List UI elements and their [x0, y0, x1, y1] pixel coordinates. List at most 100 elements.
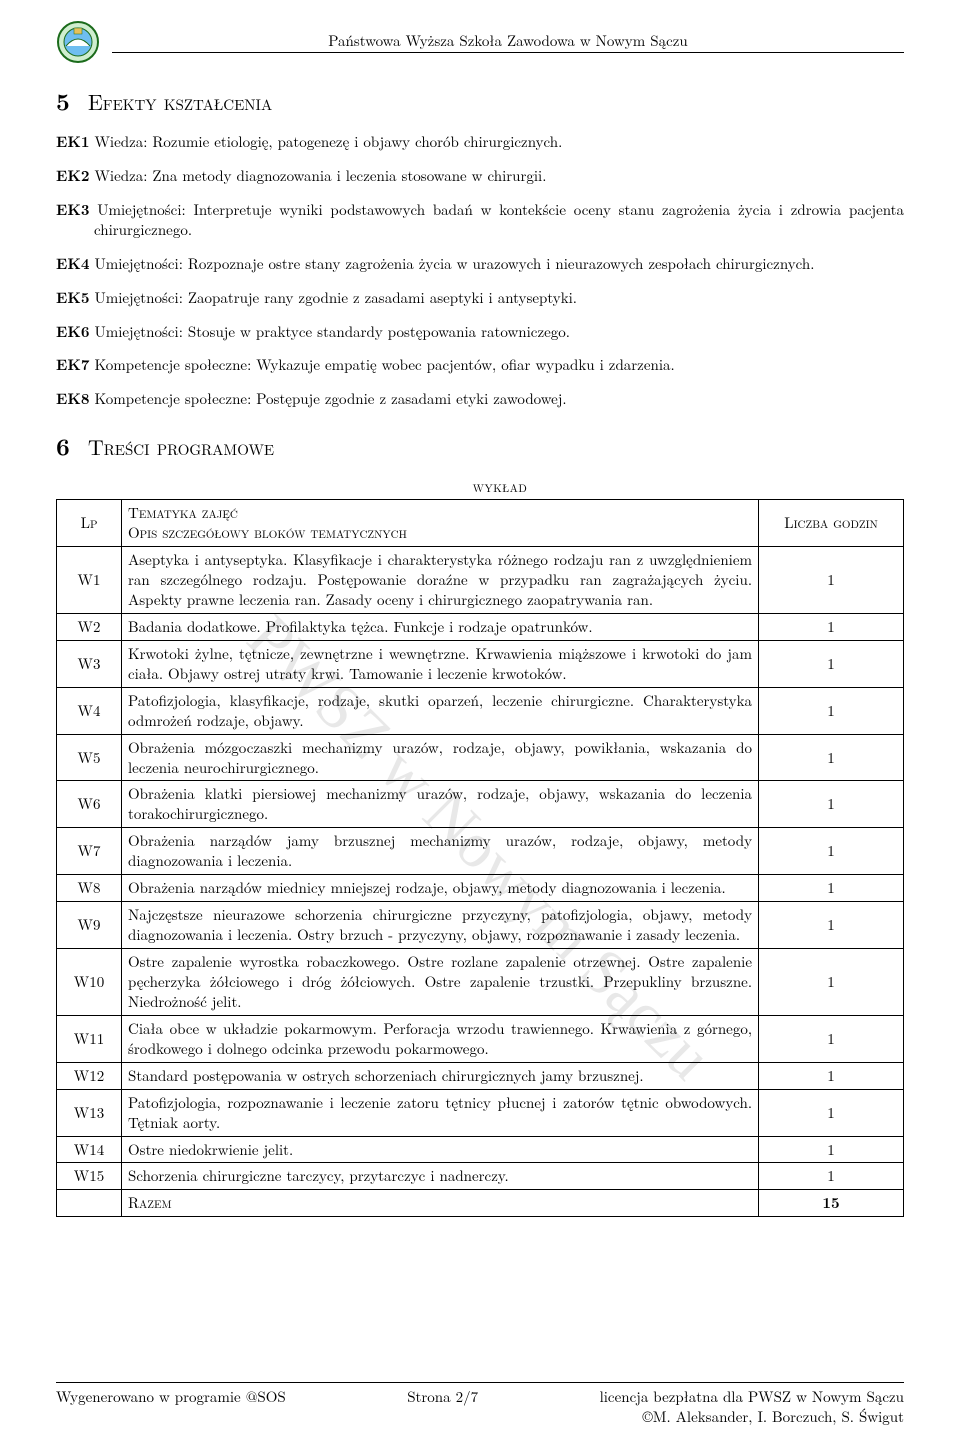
ek-item: EK5 Umiejętności: Zaopatruje rany zgodni… — [56, 288, 904, 308]
cell-hours: 1 — [759, 1015, 904, 1062]
cell-desc: Patofizjologia, rozpoznawanie i leczenie… — [122, 1089, 759, 1136]
table-row: W4Patofizjologia, klasyfikacje, rodzaje,… — [57, 687, 904, 734]
cell-hours: 1 — [759, 1062, 904, 1089]
cell-lp: W4 — [57, 687, 122, 734]
cell-desc: Ostre zapalenie wyrostka robaczkowego. O… — [122, 949, 759, 1016]
cell-desc: Obrażenia mózgoczaszki mechanizmy urazów… — [122, 734, 759, 781]
cell-lp: W12 — [57, 1062, 122, 1089]
ek-item: EK6 Umiejętności: Stosuje w praktyce sta… — [56, 322, 904, 342]
table-row: W8Obrażenia narządów miednicy mniejszej … — [57, 875, 904, 902]
cell-desc: Obrażenia narządów miednicy mniejszej ro… — [122, 875, 759, 902]
table-row: W15Schorzenia chirurgiczne tarczycy, prz… — [57, 1163, 904, 1190]
cell-hours: 1 — [759, 781, 904, 828]
cell-hours: 1 — [759, 875, 904, 902]
section-5-number: 5 — [56, 84, 70, 118]
ek-code: EK8 — [56, 388, 89, 409]
cell-lp: W9 — [57, 902, 122, 949]
cell-desc: Obrażenia klatki piersiowej mechanizmy u… — [122, 781, 759, 828]
cell-lp: W3 — [57, 640, 122, 687]
cell-desc: Najczęstsze nieurazowe schorzenia chirur… — [122, 902, 759, 949]
cell-desc: Ciała obce w układzie pokarmowym. Perfor… — [122, 1015, 759, 1062]
ek-list: EK1 Wiedza: Rozumie etiologię, patogenez… — [56, 132, 904, 409]
ek-code: EK5 — [56, 287, 89, 308]
ek-item: EK3 Umiejętności: Interpretuje wyniki po… — [56, 200, 904, 240]
cell-lp: W8 — [57, 875, 122, 902]
cell-hours: 1 — [759, 547, 904, 614]
cell-lp: W1 — [57, 547, 122, 614]
cell-hours: 1 — [759, 949, 904, 1016]
section-6-title: Treści programowe — [88, 431, 274, 462]
cell-lp: W11 — [57, 1015, 122, 1062]
ek-item: EK1 Wiedza: Rozumie etiologię, patogenez… — [56, 132, 904, 152]
cell-hours: 1 — [759, 734, 904, 781]
section-6-heading: 6 Treści programowe — [56, 431, 904, 463]
col-lp-header: Lp — [57, 500, 122, 547]
cell-desc: Standard postępowania w ostrych schorzen… — [122, 1062, 759, 1089]
ek-item: EK2 Wiedza: Zna metody diagnozowania i l… — [56, 166, 904, 186]
cell-lp: W5 — [57, 734, 122, 781]
topic-header-line2: Opis szczegółowy bloków tematycznych — [128, 522, 407, 543]
cell-desc: Ostre niedokrwienie jelit. — [122, 1136, 759, 1163]
table-header-row: Lp Tematyka zajęć Opis szczegółowy blokó… — [57, 500, 904, 547]
cell-desc: Krwotoki żylne, tętnicze, zewnętrzne i w… — [122, 640, 759, 687]
table-row: W12Standard postępowania w ostrych schor… — [57, 1062, 904, 1089]
footer-authors: ©M. Aleksander, I. Borczuch, S. Świgut — [643, 1406, 904, 1427]
cell-lp: W14 — [57, 1136, 122, 1163]
section-5-title: Efekty kształcenia — [88, 86, 272, 117]
cell-desc: Patofizjologia, klasyfikacje, rodzaje, s… — [122, 687, 759, 734]
cell-lp: W6 — [57, 781, 122, 828]
page-footer: Wygenerowano w programie @SOS Strona 2/7… — [56, 1382, 904, 1427]
topic-header-line1: Tematyka zajęć — [128, 502, 238, 523]
cell-hours: 1 — [759, 902, 904, 949]
section-efekty: 5 Efekty kształcenia EK1 Wiedza: Rozumie … — [56, 86, 904, 409]
table-row: W5Obrażenia mózgoczaszki mechanizmy uraz… — [57, 734, 904, 781]
ek-item: EK8 Kompetencje społeczne: Postępuje zgo… — [56, 389, 904, 409]
ek-code: EK2 — [56, 165, 89, 186]
table-row: W10Ostre zapalenie wyrostka robaczkowego… — [57, 949, 904, 1016]
cell-hours: 1 — [759, 1163, 904, 1190]
cell-lp: W2 — [57, 613, 122, 640]
cell-desc: Aseptyka i antyseptyka. Klasyfikacje i c… — [122, 547, 759, 614]
cell-hours: 1 — [759, 1136, 904, 1163]
cell-lp: W7 — [57, 828, 122, 875]
section-tresci: 6 Treści programowe PWSZ w Nowym Sączu wy… — [56, 431, 904, 1217]
institution-name: Państwowa Wyższa Szkoła Zawodowa w Nowym… — [112, 31, 904, 54]
cell-lp: W10 — [57, 949, 122, 1016]
table-row: W14Ostre niedokrwienie jelit.1 — [57, 1136, 904, 1163]
ek-code: EK3 — [56, 199, 89, 220]
table-row: W1Aseptyka i antyseptyka. Klasyfikacje i… — [57, 547, 904, 614]
table-total-row: Razem15 — [57, 1190, 904, 1217]
footer-license: licencja bezpłatna dla PWSZ w Nowym Sącz… — [600, 1386, 904, 1407]
table-row: W7Obrażenia narządów jamy brzusznej mech… — [57, 828, 904, 875]
section-6-number: 6 — [56, 429, 70, 463]
table-row: W6Obrażenia klatki piersiowej mechanizmy… — [57, 781, 904, 828]
table-row: W2Badania dodatkowe. Profilaktyka tężca.… — [57, 613, 904, 640]
footer-center: Strona 2/7 — [407, 1387, 478, 1427]
ek-code: EK4 — [56, 253, 89, 274]
syllabus-table-wrap: PWSZ w Nowym Sączu wykład Lp Tematyka za… — [56, 477, 904, 1217]
cell-desc: Badania dodatkowe. Profilaktyka tężca. F… — [122, 613, 759, 640]
section-5-heading: 5 Efekty kształcenia — [56, 86, 904, 118]
cell-hours: 1 — [759, 640, 904, 687]
cell-hours: 1 — [759, 828, 904, 875]
table-row: W3Krwotoki żylne, tętnicze, zewnętrzne i… — [57, 640, 904, 687]
syllabus-table: Lp Tematyka zajęć Opis szczegółowy blokó… — [56, 499, 904, 1217]
ek-code: EK7 — [56, 354, 89, 375]
cell-hours: 1 — [759, 1089, 904, 1136]
table-row: W13Patofizjologia, rozpoznawanie i lecze… — [57, 1089, 904, 1136]
cell-total-label: Razem — [122, 1190, 759, 1217]
cell-hours: 1 — [759, 613, 904, 640]
cell-hours: 1 — [759, 687, 904, 734]
cell-desc: Obrażenia narządów jamy brzusznej mechan… — [122, 828, 759, 875]
col-hours-header: Liczba godzin — [759, 500, 904, 547]
cell-lp: W13 — [57, 1089, 122, 1136]
footer-left: Wygenerowano w programie @SOS — [56, 1387, 286, 1427]
cell-lp-empty — [57, 1190, 122, 1217]
ek-code: EK1 — [56, 131, 89, 152]
ek-item: EK4 Umiejętności: Rozpoznaje ostre stany… — [56, 254, 904, 274]
cell-desc: Schorzenia chirurgiczne tarczycy, przyta… — [122, 1163, 759, 1190]
cell-total-hours: 15 — [759, 1190, 904, 1217]
footer-right: licencja bezpłatna dla PWSZ w Nowym Sącz… — [600, 1387, 904, 1427]
col-topic-header: Tematyka zajęć Opis szczegółowy bloków t… — [122, 500, 759, 547]
table-type-label: wykład — [56, 477, 904, 497]
